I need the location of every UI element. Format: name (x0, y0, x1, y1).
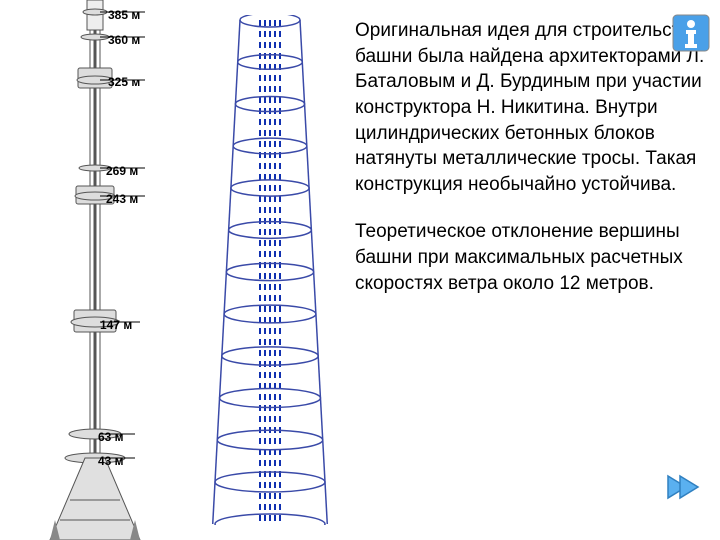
tower-svg (0, 0, 190, 540)
height-label: 243 м (106, 192, 138, 206)
height-label: 269 м (106, 164, 138, 178)
cylinder-stack (200, 15, 340, 525)
height-label: 147 м (100, 318, 132, 332)
next-icon[interactable] (664, 472, 702, 502)
height-label: 43 м (98, 454, 124, 468)
height-label: 385 м (108, 8, 140, 22)
paragraph-2: Теоретическое отклонение вершины башни п… (355, 219, 705, 296)
info-icon[interactable] (672, 14, 710, 52)
tower-diagram: 385 м 360 м 325 м 269 м 243 м 147 м 63 м 43 м (0, 0, 190, 540)
cylinder-svg (200, 15, 340, 525)
description-text: Оригинальная идея для строительства башн… (355, 18, 705, 318)
height-label: 360 м (108, 33, 140, 47)
height-label: 325 м (108, 75, 140, 89)
height-label: 63 м (98, 430, 124, 444)
paragraph-1: Оригинальная идея для строительства башн… (355, 18, 705, 197)
